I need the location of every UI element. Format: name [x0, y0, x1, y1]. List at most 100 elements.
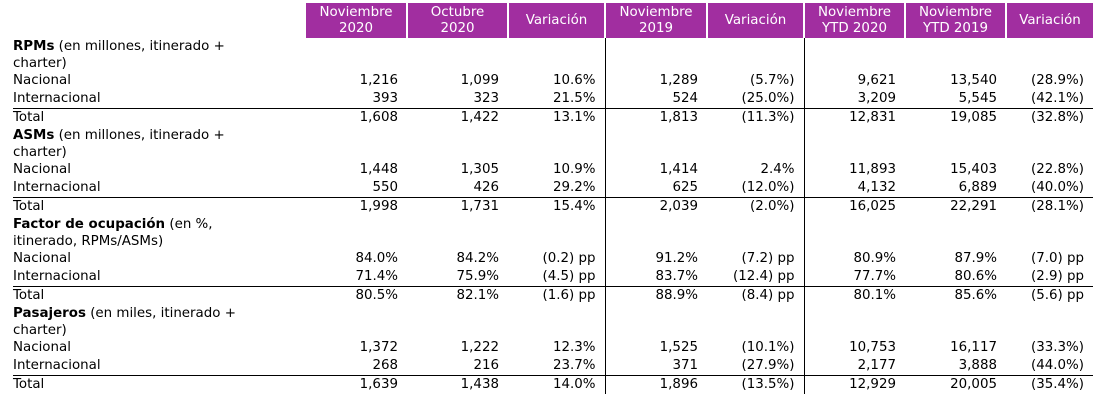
empty-cell: [604, 305, 707, 339]
table-cell: 15,403: [950, 162, 997, 177]
table-cell: 12,831: [803, 108, 905, 127]
section-header-row: RPMs (en millones, itinerado + charter): [13, 38, 1093, 72]
section-title-bold: Factor de ocupación: [13, 217, 166, 232]
table-cell: 84.2%: [456, 251, 499, 266]
table-cell: (11.3%): [741, 110, 795, 125]
empty-cell: [407, 216, 508, 250]
table-cell: 268: [305, 357, 407, 376]
section-header-row: Pasajeros (en miles, itinerado + charter…: [13, 305, 1093, 339]
table-cell: (12.0%): [707, 179, 804, 198]
table-cell: 1,289: [604, 72, 707, 90]
table-cell: 1,305: [460, 162, 499, 177]
table-cell: 2.4%: [760, 162, 795, 177]
table-cell: 80.6%: [905, 268, 1006, 287]
table-cell: 1,896: [604, 375, 707, 394]
table-cell: 4,132: [803, 179, 905, 198]
table-cell: 6,889: [905, 179, 1006, 198]
table-cell: 16,117: [950, 340, 997, 355]
table-cell: 216: [407, 357, 508, 376]
empty-cell: [1006, 216, 1093, 250]
table-cell: (5.6) pp: [1030, 288, 1084, 303]
empty-cell: [508, 305, 605, 339]
table-cell: (7.2) pp: [741, 251, 795, 266]
table-cell: 1,731: [460, 199, 499, 214]
col-header-nov-ytd-2019: Noviembre YTD 2019: [905, 3, 1007, 38]
table-cell: 11,893: [803, 161, 905, 179]
table-cell: 10.9%: [552, 162, 596, 177]
table-cell: 1,372: [359, 340, 398, 355]
table-cell: 1,448: [359, 162, 398, 177]
table-row: Nacional 1,372 1,222 12.3% 1,525 (10.1%) 10,75…: [13, 339, 1093, 357]
table-cell: 1,422: [460, 110, 499, 125]
operating-stats-table-wrapper: Noviembre 2020 Octubre 2020 Variación Novi…: [13, 3, 1093, 394]
table-cell: 77.7%: [803, 268, 905, 287]
table-cell: (4.5) pp: [508, 268, 605, 287]
row-label: Internacional: [13, 90, 305, 109]
row-label: Internacional: [13, 179, 305, 198]
table-cell: (42.1%): [1006, 90, 1093, 109]
table-cell: 19,085: [950, 110, 997, 125]
table-cell: 5,545: [905, 90, 1006, 109]
empty-cell: [407, 127, 508, 161]
table-cell: (2.0%): [750, 199, 795, 214]
row-label: Total: [13, 288, 45, 303]
section-title: ASMs (en millones, itinerado + charter): [13, 127, 305, 161]
table-cell: (33.3%): [1031, 340, 1084, 355]
section-subtitle: (en miles, itinerado + charter): [13, 306, 236, 338]
empty-cell: [305, 127, 407, 161]
table-cell: 1,525: [604, 339, 707, 357]
section-subtitle: (en millones, itinerado + charter): [13, 39, 225, 71]
empty-cell: [604, 127, 707, 161]
table-cell: (27.9%): [707, 357, 804, 376]
col-header-nov-2019: Noviembre 2019: [605, 3, 708, 38]
section-title: RPMs (en millones, itinerado + charter): [13, 38, 305, 72]
section-header-row: Factor de ocupación (en %, itinerado, RP…: [13, 216, 1093, 250]
section-header-row: ASMs (en millones, itinerado + charter): [13, 127, 1093, 161]
table-cell: 23.7%: [508, 357, 605, 376]
table-cell: 393: [305, 90, 407, 109]
empty-cell: [1006, 305, 1093, 339]
empty-cell: [305, 305, 407, 339]
empty-cell: [707, 305, 804, 339]
table-cell: (5.7%): [750, 73, 795, 88]
table-cell: 87.9%: [954, 251, 997, 266]
table-cell: 1,099: [460, 73, 499, 88]
row-label: Nacional: [13, 73, 71, 88]
table-cell: 22,291: [950, 199, 997, 214]
table-cell: (0.2) pp: [542, 251, 596, 266]
table-cell: 13.1%: [552, 110, 596, 125]
table-cell: 20,005: [950, 377, 997, 392]
row-label: Nacional: [13, 340, 71, 355]
empty-cell: [905, 127, 1006, 161]
table-cell: 1,608: [359, 110, 398, 125]
table-cell: 12.3%: [552, 340, 596, 355]
empty-cell: [905, 216, 1006, 250]
table-cell: (12.4) pp: [707, 268, 804, 287]
table-cell: (35.4%): [1031, 377, 1084, 392]
table-cell: (44.0%): [1006, 357, 1093, 376]
table-cell: 1,216: [359, 73, 398, 88]
row-label: Internacional: [13, 268, 305, 287]
table-cell: 13,540: [950, 73, 997, 88]
table-cell: (7.0) pp: [1030, 251, 1084, 266]
total-row: Total 1,608 1,422 13.1% 1,813 (11.3%) 12,831 19…: [13, 108, 1093, 127]
table-cell: 80.5%: [355, 288, 398, 303]
total-row: Total 1,998 1,731 15.4% 2,039 (2.0%) 16,025 22,…: [13, 197, 1093, 216]
table-cell: 16,025: [803, 197, 905, 216]
table-cell: 1,639: [359, 377, 398, 392]
empty-cell: [1006, 38, 1093, 72]
table-cell: 14.0%: [552, 377, 596, 392]
empty-cell: [508, 38, 605, 72]
table-cell: 80.1%: [803, 286, 905, 305]
row-label: Total: [13, 377, 45, 392]
header-blank: [13, 3, 306, 38]
empty-cell: [707, 38, 804, 72]
table-cell: 1,998: [359, 199, 398, 214]
table-cell: 82.1%: [456, 288, 499, 303]
table-cell: 550: [305, 179, 407, 198]
empty-cell: [305, 216, 407, 250]
total-row: Total 1,639 1,438 14.0% 1,896 (13.5%) 12,929 20…: [13, 375, 1093, 394]
table-row: Internacional 268 216 23.7% 371 (27.9%) 2,177 3…: [13, 357, 1093, 376]
empty-cell: [508, 127, 605, 161]
table-cell: 371: [604, 357, 707, 376]
